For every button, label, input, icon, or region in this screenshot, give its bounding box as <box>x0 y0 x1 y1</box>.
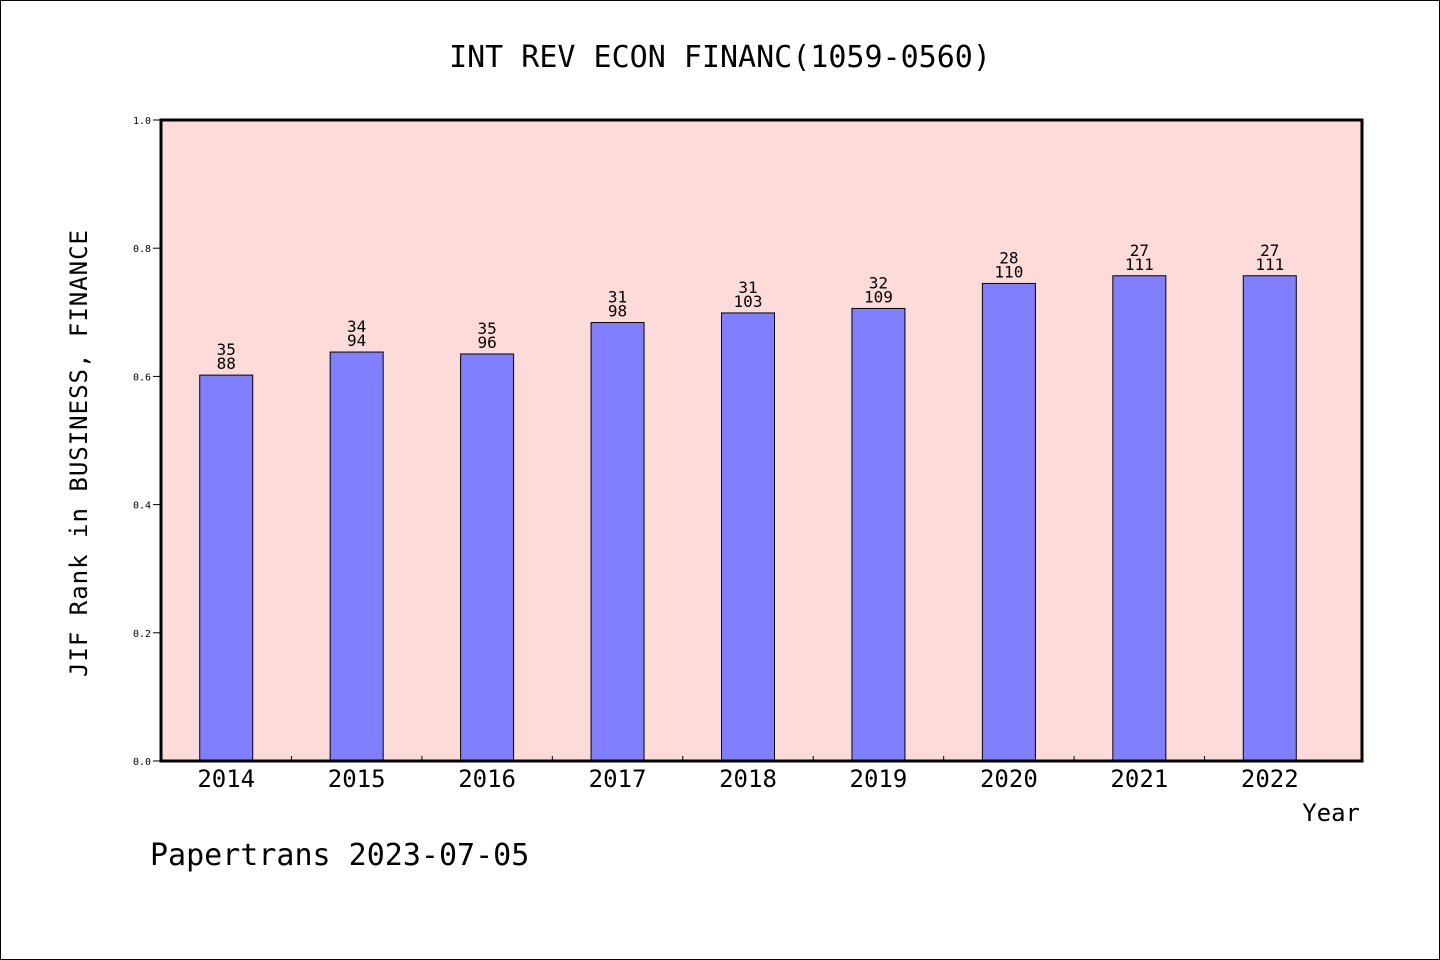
bar-rank-label: 34 <box>347 317 366 336</box>
bars-group <box>199 275 1297 762</box>
bar-total-label: 110 <box>994 262 1023 281</box>
bar-2018 <box>721 312 775 762</box>
bar-rank-label: 27 <box>1130 241 1149 260</box>
bar-total-label: 109 <box>864 287 893 306</box>
x-tick-label: 2014 <box>197 765 255 793</box>
bar-rank-label: 28 <box>999 248 1018 267</box>
x-tick-label: 2021 <box>1110 765 1168 793</box>
bar-2014 <box>199 374 254 762</box>
footer-source: Papertrans 2023-07-05 <box>150 838 529 873</box>
bar-labels-group: 3588349435963198311033210928110271112711… <box>217 241 1285 373</box>
bar-2021 <box>1112 275 1167 762</box>
y-tick-label: 0.4 <box>133 501 151 512</box>
bar-total-label: 103 <box>734 292 763 311</box>
y-tick-label: 0.8 <box>133 244 151 255</box>
x-tick-label: 2020 <box>980 765 1038 793</box>
y-tick-label: 1.0 <box>133 116 151 127</box>
bar-rank-label: 32 <box>869 273 888 292</box>
x-tick-label: 2015 <box>328 765 386 793</box>
y-axis: 0.0 0.2 0.4 0.6 0.8 1.0 <box>133 116 161 768</box>
chart-title: INT REV ECON FINANC(1059-0560) <box>449 40 991 75</box>
y-tick-label: 0.2 <box>133 629 151 640</box>
x-tick-label: 2018 <box>719 765 777 793</box>
bar-2020 <box>981 282 1036 762</box>
x-axis-label: Year <box>1302 799 1360 827</box>
bar-rank-label: 35 <box>217 340 236 359</box>
x-tick-label: 2022 <box>1241 765 1299 793</box>
bar-2015 <box>329 351 384 762</box>
bar-total-label: 88 <box>217 354 236 373</box>
bar-total-label: 94 <box>347 331 366 350</box>
y-axis-label: JIF Rank in BUSINESS, FINANCE <box>65 229 93 677</box>
x-axis: 2014 2015 2016 2017 2018 2019 2020 2021 2022 <box>197 756 1299 793</box>
bar-2017 <box>590 322 645 762</box>
y-tick-label: 0.6 <box>133 372 151 383</box>
bar-total-label: 96 <box>477 333 496 352</box>
plot-border <box>159 118 1364 763</box>
bar-rank-label: 31 <box>608 288 627 307</box>
bar-total-label: 111 <box>1255 255 1284 274</box>
bar-total-label: 111 <box>1125 255 1154 274</box>
x-tick-label: 2017 <box>589 765 647 793</box>
x-tick-label: 2016 <box>458 765 516 793</box>
y-tick-label: 0.0 <box>133 757 151 768</box>
bar-2019 <box>851 307 906 762</box>
x-tick-label: 2019 <box>850 765 908 793</box>
bar-2016 <box>460 353 515 762</box>
bar-rank-label: 31 <box>738 278 757 297</box>
bar-rank-label: 35 <box>477 319 496 338</box>
bar-2022 <box>1242 275 1297 762</box>
bar-rank-label: 27 <box>1260 241 1279 260</box>
bar-total-label: 98 <box>608 302 627 321</box>
